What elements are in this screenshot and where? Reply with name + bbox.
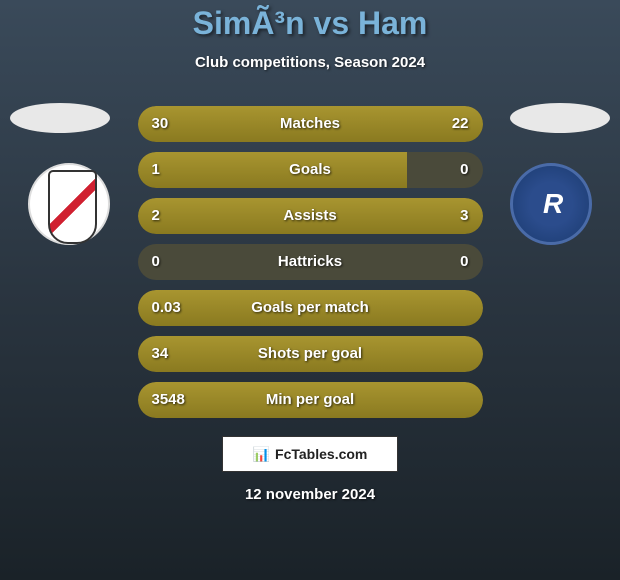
stat-row: 34Shots per goal [138,336,483,372]
stat-value-right: 3 [460,198,468,234]
stat-value-right: 0 [460,152,468,188]
team-logo-left [28,163,110,245]
content-area: 30Matches221Goals02Assists30Hattricks00.… [0,106,620,503]
stat-label: Goals per match [138,290,483,326]
team-logo-right [510,163,592,245]
stat-value-right: 0 [460,244,468,280]
page-title: SimÃ³n vs Ham [0,5,620,42]
stats-container: 30Matches221Goals02Assists30Hattricks00.… [138,106,483,418]
stat-row: 0.03Goals per match [138,290,483,326]
right-ellipse-decoration [510,103,610,133]
stat-label: Hattricks [138,244,483,280]
stat-label: Shots per goal [138,336,483,372]
brand-logo: FcTables.com [222,436,398,472]
stat-row: 3548Min per goal [138,382,483,418]
stat-label: Assists [138,198,483,234]
brand-text: FcTables.com [275,446,367,462]
stat-row: 0Hattricks0 [138,244,483,280]
left-ellipse-decoration [10,103,110,133]
stat-value-right: 22 [452,106,469,142]
stat-row: 30Matches22 [138,106,483,142]
stat-row: 1Goals0 [138,152,483,188]
stat-label: Min per goal [138,382,483,418]
subtitle: Club competitions, Season 2024 [0,54,620,71]
date-text: 12 november 2024 [0,486,620,503]
header: SimÃ³n vs Ham Club competitions, Season … [0,0,620,71]
stat-label: Matches [138,106,483,142]
stat-label: Goals [138,152,483,188]
stat-row: 2Assists3 [138,198,483,234]
